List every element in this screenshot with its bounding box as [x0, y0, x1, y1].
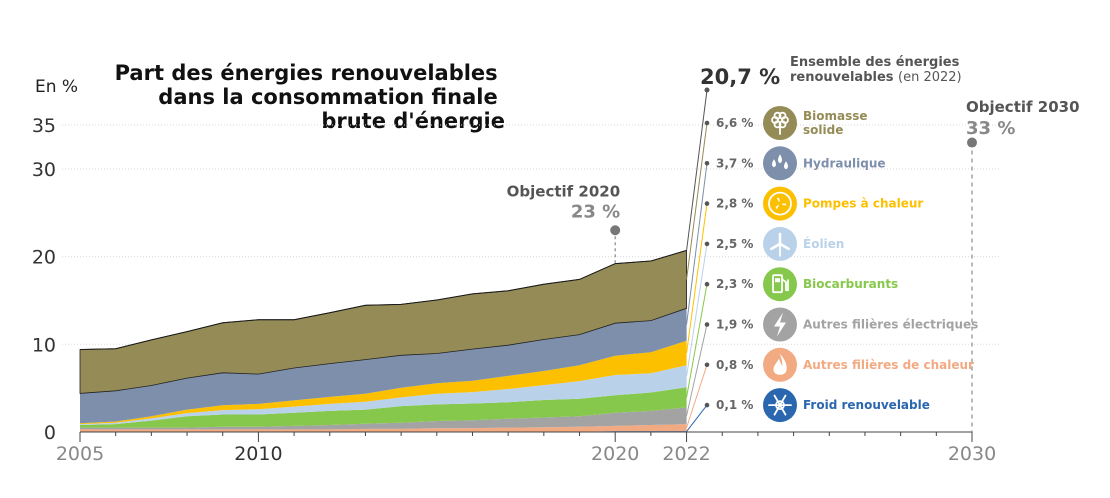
legend-label-hydraulique: Hydraulique [803, 156, 886, 170]
total-year-note: (en 2022) [898, 70, 962, 85]
x-tick-label-2010: 2010 [234, 443, 282, 465]
legend-pct-biomasse-solide: 6,6 % [716, 116, 753, 130]
legend-pct-autres-filieres-de-chaleur: 0,8 % [716, 358, 753, 372]
legend-label-froid-renouvelable: Froid renouvelable [803, 398, 930, 412]
x-tick-label-2005: 2005 [56, 443, 104, 465]
legend-label-autres-filieres-de-chaleur: Autres filières de chaleur [803, 358, 974, 372]
area-autres-filieres-de-chaleur [80, 424, 687, 432]
water-drops-icon [763, 146, 797, 181]
legend-dot-biocarburants [704, 281, 710, 287]
area-pompes-a-chaleur [80, 340, 687, 425]
snowflake-icon [763, 388, 797, 423]
legend-dot-eolien [704, 241, 710, 247]
legend-pct-autres-filieres-electriques: 1,9 % [716, 318, 753, 332]
flame-icon [763, 347, 797, 382]
chart-title-line-2: dans la consommation finale [158, 85, 497, 109]
y-tick-label-35: 35 [32, 115, 56, 137]
objectif-2030-label: Objectif 2030 [966, 98, 1080, 116]
objectif-2030-value: 33 % [966, 118, 1015, 139]
legend-dot-froid-renouvelable [704, 402, 710, 408]
legend-dot-autres-filieres-electriques [704, 322, 710, 327]
total-leader [686, 89, 708, 251]
legend-dot-autres-filieres-de-chaleur [704, 362, 710, 368]
fuel-pump-icon [763, 267, 797, 302]
legend-pct-biocarburants: 2,3 % [716, 277, 753, 291]
y-tick-label-20: 20 [32, 247, 56, 269]
x-tick-label-2030: 2030 [948, 443, 996, 465]
area-biocarburants [80, 387, 687, 428]
area-hydraulique [80, 308, 687, 424]
stacked-areas [79, 249, 687, 432]
legend-leader-froid-renouvelable [686, 404, 708, 432]
total-label-line-2: renouvelables (en 2022) [790, 70, 962, 85]
chart-title-line-3: brute d'énergie [321, 109, 505, 133]
lightning-icon [763, 307, 797, 342]
legend-leader-pompes-a-chaleur [686, 203, 708, 354]
legend-dot-biomasse-solide [704, 120, 710, 126]
legend: 20,7 % Ensemble des énergiesrenouvelables… [686, 55, 978, 432]
legend-leader-biomasse-solide [686, 122, 708, 280]
legend-label-autres-filieres-electriques: Autres filières électriques [803, 318, 978, 332]
legend-label-biomasse-solide: Biomasse solide [803, 109, 868, 137]
legend-leader-biocarburants [686, 284, 708, 398]
fan-icon [763, 186, 797, 221]
area-autres-filieres-electriques [80, 407, 687, 430]
objectif-2020-label: Objectif 2020 [507, 182, 621, 200]
legend-label-pompes-a-chaleur: Pompes à chaleur [803, 197, 923, 211]
legend-pct-eolien: 2,5 % [716, 237, 753, 251]
wind-turbine-icon [763, 226, 797, 261]
legend-dot-pompes-a-chaleur [704, 201, 710, 206]
legend-label-eolien: Éolien [803, 236, 844, 251]
y-tick-label-30: 30 [32, 159, 56, 181]
objectif-2020-value: 23 % [571, 201, 620, 222]
x-tick-label-2022: 2022 [662, 443, 710, 465]
legend-leader-autres-filieres-electriques [686, 324, 708, 416]
area-eolien [80, 365, 687, 425]
legend-label-biocarburants: Biocarburants [803, 277, 898, 291]
total-value: 20,7 % [700, 65, 780, 89]
chart-title-line-1: Part des énergies renouvelables [115, 61, 498, 85]
legend-leader-eolien [686, 243, 708, 377]
legend-leader-autres-filieres-de-chaleur [686, 364, 708, 428]
y-tick-label-10: 10 [32, 334, 56, 356]
y-axis-unit: En % [35, 77, 78, 97]
legend-dot-hydraulique [704, 161, 710, 166]
flower-icon [763, 106, 797, 140]
legend-pct-hydraulique: 3,7 % [716, 156, 753, 170]
legend-pct-pompes-a-chaleur: 2,8 % [716, 197, 753, 211]
objectif-2030-dot [967, 137, 977, 148]
objectif-2020-dot [610, 225, 621, 236]
legend-pct-froid-renouvelable: 0,1 % [716, 398, 753, 412]
total-leader-dot [704, 87, 710, 93]
legend-leader-hydraulique [686, 163, 708, 325]
chart-title: Part des énergies renouvelables dans la … [115, 61, 505, 133]
x-tick-label-2020: 2020 [591, 443, 639, 465]
y-tick-label-0: 0 [44, 422, 56, 444]
area-top-outline [79, 249, 687, 350]
total-label-line-1: Ensemble des énergies [790, 55, 960, 70]
